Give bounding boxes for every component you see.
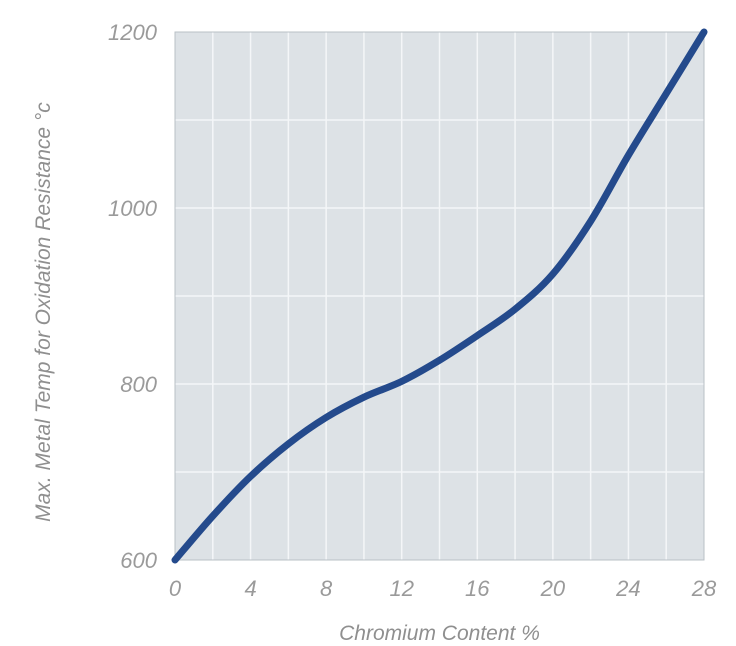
x-tick-label: 4 [244,576,256,601]
y-axis-title: Max. Metal Temp for Oxidation Resistance… [32,102,55,522]
plot-border [174,31,705,561]
x-tick-label: 12 [389,576,413,601]
y-tick-label: 1200 [108,20,158,45]
x-tick-label: 16 [465,576,490,601]
x-tick-label: 24 [615,576,640,601]
y-axis-ticks: 600 800 1000 1200 [108,20,158,573]
x-axis-title: Chromium Content % [339,622,540,645]
x-tick-label: 20 [540,576,566,601]
x-tick-label: 0 [169,576,182,601]
y-tick-label: 600 [120,548,157,573]
x-tick-label: 28 [691,576,717,601]
series-line [171,28,708,564]
x-axis-ticks: 0 4 8 12 16 20 24 28 [169,576,717,601]
gridlines [175,32,704,560]
y-tick-label: 800 [120,372,157,397]
x-tick-label: 8 [320,576,333,601]
y-tick-label: 1000 [108,196,158,221]
